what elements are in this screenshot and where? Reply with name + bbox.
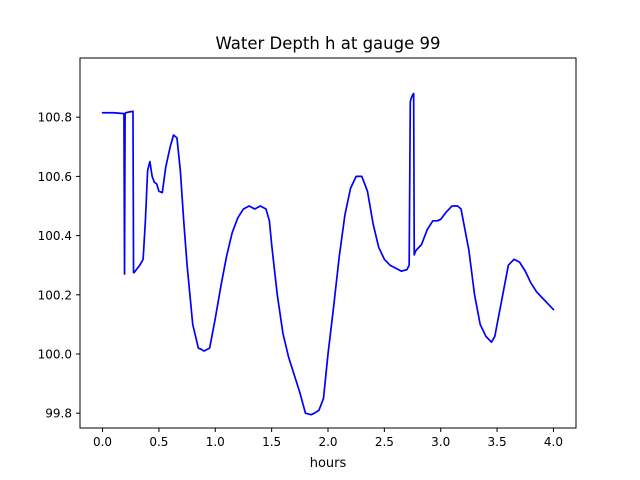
- chart-title: Water Depth h at gauge 99: [216, 34, 441, 53]
- x-axis: 0.0 0.5 1.0 1.5 2.0 2.5 3.0 3.5 4.0: [93, 428, 563, 449]
- x-tick-label: 2.5: [375, 435, 394, 449]
- y-tick-label: 100.6: [38, 170, 72, 184]
- x-tick-label: 3.0: [431, 435, 450, 449]
- y-tick-label: 100.0: [38, 348, 72, 362]
- x-tick-label: 1.0: [206, 435, 225, 449]
- y-tick-label: 100.2: [38, 288, 72, 302]
- x-tick-label: 0.5: [149, 435, 168, 449]
- x-tick-label: 4.0: [544, 435, 563, 449]
- series-layer: [101, 92, 555, 416]
- y-tick-label: 100.4: [38, 229, 72, 243]
- y-axis: 99.8 100.0 100.2 100.4 100.6 100.8: [38, 111, 80, 421]
- x-tick-label: 2.0: [318, 435, 337, 449]
- y-tick-label: 100.8: [38, 111, 72, 125]
- x-tick-label: 3.5: [488, 435, 507, 449]
- x-axis-label: hours: [310, 456, 347, 471]
- series-line-0: [101, 92, 555, 416]
- y-tick-label: 99.8: [45, 407, 72, 421]
- x-tick-label: 0.0: [93, 435, 112, 449]
- x-tick-label: 1.5: [262, 435, 281, 449]
